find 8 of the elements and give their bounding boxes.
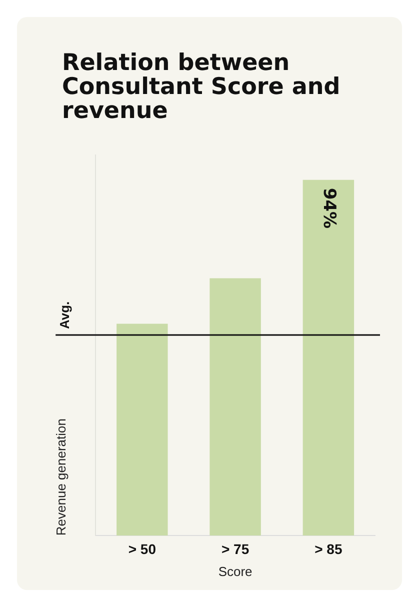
x-axis-title: Score (218, 564, 252, 579)
y-axis-title: Revenue generation (53, 418, 68, 536)
x-tick-label: > 50 (128, 540, 156, 557)
data-label: 94% (319, 188, 340, 229)
ref-line-label: Avg. (57, 301, 72, 330)
x-tick-label: > 75 (221, 540, 250, 557)
x-tick-label: > 85 (314, 540, 342, 557)
chart-title: Relation between Consultant Score and revenue (62, 50, 342, 124)
